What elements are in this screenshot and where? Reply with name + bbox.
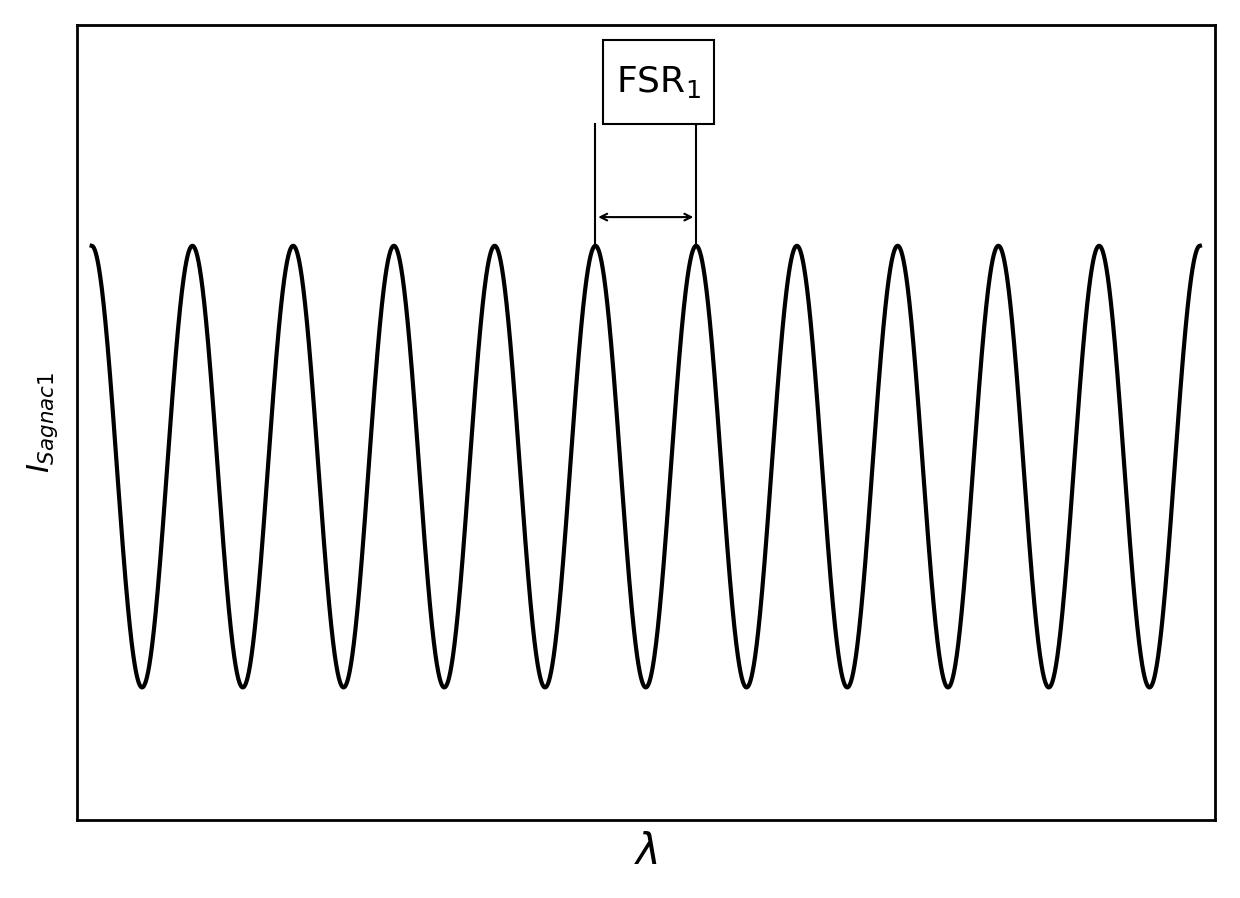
Text: $\mathrm{FSR}_1$: $\mathrm{FSR}_1$: [616, 65, 702, 101]
X-axis label: $\lambda$: $\lambda$: [634, 831, 658, 873]
Y-axis label: $\mathit{I_{Sagnac1}}$: $\mathit{I_{Sagnac1}}$: [25, 372, 60, 473]
Bar: [604, 40, 714, 124]
